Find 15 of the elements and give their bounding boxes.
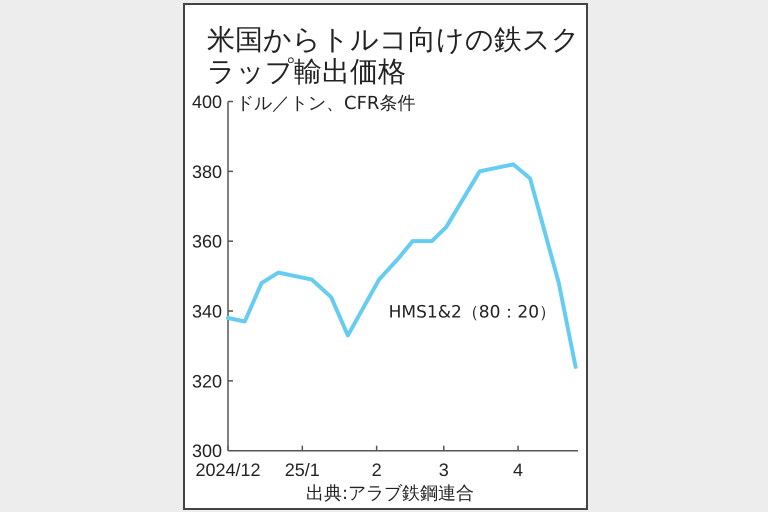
x-tick-label: 2	[372, 460, 382, 480]
y-tick-label: 320	[192, 371, 222, 392]
y-tick-label: 300	[192, 441, 222, 462]
x-tick-label: 4	[513, 460, 524, 480]
y-tick-label: 380	[192, 162, 222, 182]
y-tick-label: 360	[192, 232, 222, 252]
series-label: HMS1&2（80：20）	[388, 302, 556, 323]
x-tick-label: 2024/12	[195, 460, 261, 480]
x-tick-label: 25/1	[284, 460, 320, 480]
y-tick-label: 400	[192, 92, 222, 112]
annotation: 出典:アラブ鉄鋼連合	[306, 483, 474, 504]
title: 米国からトルコ向けの鉄スクラップ輸出価格	[207, 23, 580, 88]
y-axis-title: ドル／トン、CFR条件	[236, 93, 416, 114]
x-tick-label: 3	[438, 460, 449, 480]
y-tick-label: 340	[192, 302, 222, 322]
